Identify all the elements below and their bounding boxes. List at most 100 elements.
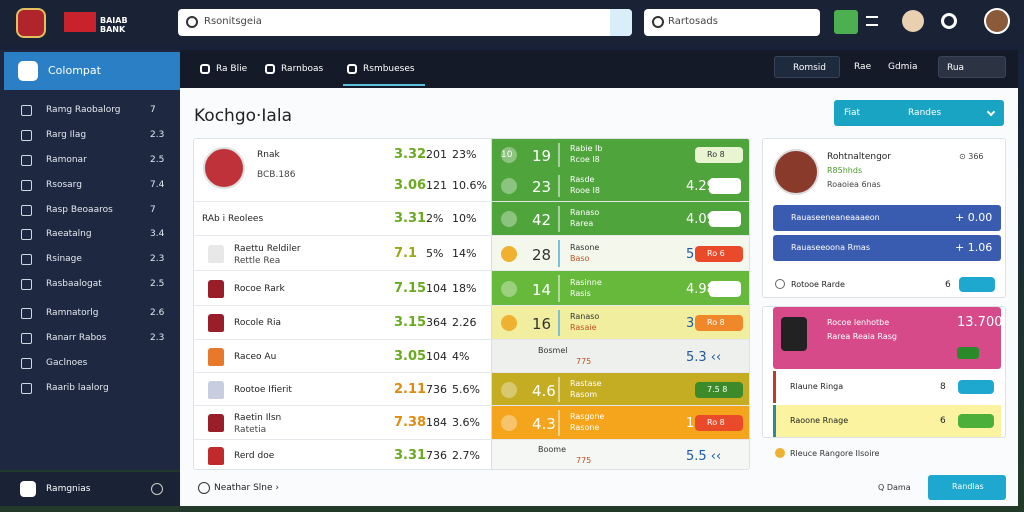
item-label: Ramnatorlg xyxy=(46,308,99,318)
item-label: Raarib laalorg xyxy=(46,383,109,393)
table-row[interactable]: Raetin Ilsn Ratetia 7.38 184 3.6% 4.3 Rasgone R… xyxy=(194,405,749,440)
row-detail: 28RasoneBaso5.51Ro 6 xyxy=(491,236,749,271)
row-value: 104 xyxy=(426,349,447,363)
card-bar[interactable]: Rauaseeoona Rmas + 1.06 xyxy=(773,235,1001,261)
row-pill[interactable] xyxy=(709,178,741,194)
card-radio[interactable] xyxy=(775,279,785,289)
tab-button[interactable]: Rae xyxy=(846,56,876,78)
row-pill[interactable]: Ro 8 xyxy=(695,147,743,163)
search-box-2[interactable]: Rartosads xyxy=(644,9,820,36)
sidebar-item[interactable]: Raeatalng 3.4 xyxy=(10,223,176,245)
row-amount: 4.09 xyxy=(686,212,715,227)
search-button[interactable] xyxy=(610,9,632,36)
table-row[interactable]: Rocole Ria3.153642.2616RanasoRasaie3.33R… xyxy=(194,305,749,340)
row-value: 2.11 xyxy=(394,381,427,397)
row-value: 10% xyxy=(452,212,477,225)
sidebar-item[interactable]: Ramonar 2.5 xyxy=(10,149,176,171)
tab[interactable]: Rarnboas xyxy=(261,54,343,86)
tab-button[interactable]: Gdmia xyxy=(880,56,936,78)
sidebar-item[interactable]: Rasp Beoaaros 7 xyxy=(10,199,176,221)
row-value: 4% xyxy=(452,349,470,363)
card-bar[interactable]: Rauaseeneaneaaaeon + 0.00 xyxy=(773,205,1001,231)
row-amount: 5.3 ‹‹ xyxy=(686,349,722,365)
sidebar-item[interactable]: Gaclnoes xyxy=(10,352,176,374)
settings-icon[interactable] xyxy=(941,13,957,29)
sidebar-item[interactable]: Rasbaalogat 2.5 xyxy=(10,273,176,295)
sidebar-item[interactable]: Ramg Raobalorg 7 xyxy=(10,99,176,121)
row-pill[interactable] xyxy=(709,280,741,297)
sidebar-item[interactable]: Ramnatorlg 2.6 xyxy=(10,302,176,324)
item-count: 2.3 xyxy=(150,130,165,140)
table-row[interactable]: RAb i Reolees 3.31 2% 10% 42 Ranaso Rarea 4.09 xyxy=(194,201,749,236)
row-icon xyxy=(501,245,517,262)
user-avatar[interactable] xyxy=(984,8,1010,34)
row-amount: 4.98 xyxy=(686,281,715,297)
sidebar-item[interactable]: Raarib laalorg xyxy=(10,377,176,399)
menu-icon[interactable] xyxy=(866,16,878,26)
row-number: 28 xyxy=(532,245,552,264)
action-button[interactable] xyxy=(834,10,858,34)
row-value: 736 xyxy=(426,382,447,396)
item-icon xyxy=(21,180,32,191)
item-label: Rasp Beoaaros xyxy=(46,205,113,215)
footer-link[interactable]: Neathar Slne › xyxy=(214,483,280,493)
footer-toggle xyxy=(151,483,163,495)
table-row[interactable]: Rootoe Ifierit 2.11 736 5.6% 4.6 Rastase Rasom… xyxy=(194,372,749,406)
footer-radio[interactable] xyxy=(198,482,210,494)
row-divider xyxy=(558,143,560,167)
card-row[interactable]: Rlaune Ringa 8 xyxy=(773,371,1001,403)
row-pill[interactable]: Ro 8 xyxy=(695,315,743,331)
row-value: 14% xyxy=(452,246,477,260)
card-footer-icon xyxy=(775,448,785,458)
sidebar-item[interactable]: Rarg Ilag 2.3 xyxy=(10,124,176,146)
card-pill[interactable] xyxy=(957,347,979,359)
sidebar-title-bar[interactable]: Colompat xyxy=(4,52,180,90)
row-detail: 4.6 Rastase Rasom 7.5 8 xyxy=(491,373,749,406)
tab-button[interactable]: Rua xyxy=(938,56,1006,78)
footer-icon xyxy=(20,481,36,497)
sidebar-footer[interactable]: Ramgnias xyxy=(0,472,180,506)
row-number: 4.6 xyxy=(532,381,556,400)
row-pill[interactable]: Ro 6 xyxy=(695,245,743,262)
row-value: 2.26 xyxy=(452,316,477,329)
table-row[interactable]: Rocoe Rark 7.15 104 18% 14 Rasinne Rasis 4.98 xyxy=(194,270,749,306)
row-pill[interactable] xyxy=(709,211,741,227)
card-pill[interactable] xyxy=(959,277,995,292)
table-row[interactable]: 3.06 121 10.6% 23 Rasde Rooe I8 4.29 xyxy=(194,171,749,201)
item-label: Rasbaalogat xyxy=(46,279,102,289)
tab[interactable]: Ra Blie xyxy=(196,54,278,86)
row-detail: 23 Rasde Rooe I8 4.29 xyxy=(491,171,749,201)
table-row[interactable]: Raceo Au 3.05 104 4% Bosmel 775 5.3 ‹‹ xyxy=(194,339,749,373)
footer-button[interactable]: Randlas xyxy=(928,475,1006,500)
row-number: 19 xyxy=(532,147,552,165)
row-pill[interactable]: 7.5 8 xyxy=(695,381,743,398)
row-pill[interactable]: Ro 8 xyxy=(695,415,743,431)
row-divider xyxy=(558,410,560,436)
card-row[interactable]: Raoone Rnage 6 xyxy=(773,405,1001,437)
tab-label: Ra Blie xyxy=(216,64,248,74)
row-name: Raetin Ilsn xyxy=(234,413,282,423)
row-label: Rasde xyxy=(570,175,595,184)
tab-button[interactable]: Romsid xyxy=(774,56,840,78)
sidebar-item[interactable]: Ranarr Rabos 2.3 xyxy=(10,327,176,349)
table-row[interactable]: Rnak BCB.186 3.32 201 23% 10 19 Rabie Ib Rcoe I8… xyxy=(194,139,749,180)
table-row[interactable]: Raettu Reldiler Rettle Rea 7.1 5% 14% 28 Rason… xyxy=(194,235,749,271)
row-icon xyxy=(501,315,517,331)
row-label: Rasone xyxy=(570,242,600,252)
card-footer-num: 6 xyxy=(945,280,951,290)
jersey-icon xyxy=(208,380,224,399)
bar-value: + 1.06 xyxy=(955,241,993,254)
sidebar-item[interactable]: Rsosarg 7.4 xyxy=(10,174,176,196)
row-value: 7.38 xyxy=(394,415,427,430)
row-name: Raettu Reldiler xyxy=(234,243,301,254)
item-icon xyxy=(21,130,32,141)
bar-value: + 0.00 xyxy=(955,211,993,224)
avatar[interactable] xyxy=(902,10,924,32)
sidebar-item[interactable]: Rsinage 2.3 xyxy=(10,248,176,270)
tab[interactable]: Rsmbueses xyxy=(343,54,425,86)
table-row[interactable]: Rerd doe 3.31 736 2.7% Boome 775 5.5 ‹‹ xyxy=(194,439,749,469)
dropdown[interactable]: Fiat Randes xyxy=(834,100,1004,126)
row-name: Raceo Au xyxy=(234,351,277,362)
footer-search[interactable]: Q Dama xyxy=(878,483,911,492)
search-box[interactable]: Rsonitsgeia xyxy=(178,9,632,36)
